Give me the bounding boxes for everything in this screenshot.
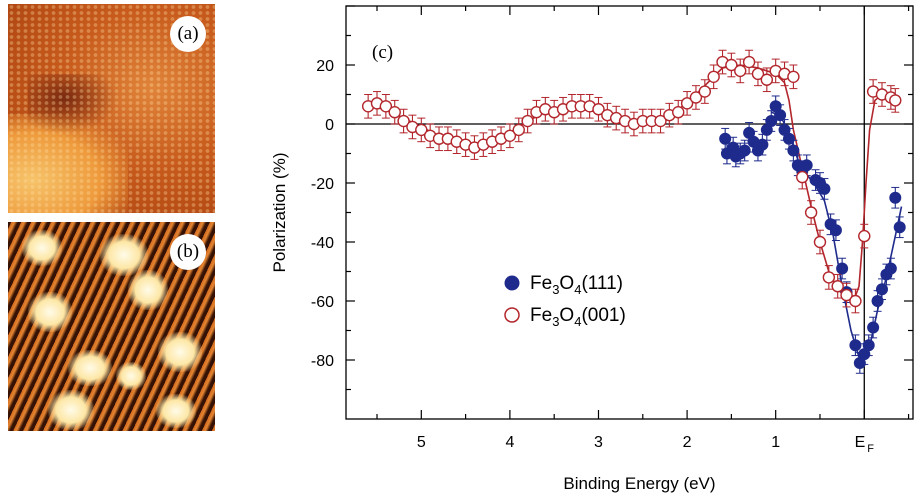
panel-label-b: (b): [170, 234, 206, 270]
y-tick-label: -80: [311, 353, 334, 370]
legend-label: Fe3O4(001): [530, 305, 626, 329]
y-tick-label: -40: [311, 235, 334, 252]
x-tick-label: 1: [771, 434, 780, 451]
data-point-open: [760, 73, 774, 86]
data-point-open: [521, 114, 534, 128]
legend-marker-filled: [504, 275, 520, 291]
x-tick-label: 3: [594, 434, 603, 451]
data-point-open: [592, 103, 605, 116]
adsorbate-blob: [28, 292, 72, 332]
y-tick-label: -20: [311, 176, 334, 193]
data-point-filled: [836, 262, 849, 275]
adsorbate-blob: [68, 350, 112, 386]
data-point-open: [831, 280, 844, 293]
y-tick-label: 20: [316, 58, 334, 75]
data-point-filled: [800, 159, 813, 172]
data-point-open: [822, 271, 836, 284]
data-point-open: [734, 64, 747, 78]
stm-image-b: (b): [8, 222, 215, 431]
data-point-open: [707, 70, 720, 84]
data-point-filled: [862, 339, 875, 352]
panel-label-c: (c): [372, 42, 393, 63]
data-point-filled: [738, 144, 751, 157]
data-point-open: [672, 105, 685, 119]
data-point-filled: [774, 109, 787, 122]
data-point-filled: [875, 283, 888, 296]
data-point-filled: [765, 115, 778, 128]
data-point-open: [813, 235, 827, 249]
data-point-open: [388, 105, 401, 119]
data-point-open: [796, 170, 809, 184]
data-point-open: [397, 114, 410, 128]
x-axis-title: Binding Energy (eV): [563, 474, 715, 493]
data-point-filled: [756, 138, 769, 151]
adsorbate-blob: [156, 394, 196, 428]
data-point-open: [379, 100, 393, 113]
data-point-filled: [719, 132, 732, 145]
x-tick-label: 2: [683, 434, 692, 451]
data-point-filled: [787, 144, 800, 157]
data-point-open: [503, 129, 517, 143]
data-point-filled: [871, 295, 884, 307]
data-point-open: [689, 91, 703, 104]
legend-marker-open: [504, 307, 520, 323]
data-point-open: [751, 67, 765, 81]
data-point-open: [680, 97, 694, 110]
panel-label-a: (a): [170, 16, 206, 52]
data-point-open: [840, 288, 853, 302]
adsorbate-blob: [22, 230, 62, 266]
data-point-open: [725, 58, 738, 72]
y-tick-label: 0: [325, 117, 334, 134]
stm-image-a: (a): [8, 4, 215, 213]
y-axis-title: Polarization (%): [270, 153, 289, 273]
adsorbate-blob: [100, 234, 148, 276]
data-point-open: [787, 70, 800, 84]
data-point-open: [415, 123, 428, 137]
adsorbate-blob: [128, 270, 168, 310]
adsorbate-blob: [116, 362, 146, 390]
data-point-open: [849, 294, 862, 308]
adsorbate-blob: [48, 390, 94, 430]
data-point-open: [889, 94, 902, 107]
data-point-open: [742, 55, 756, 69]
data-point-filled: [782, 132, 795, 145]
data-point-filled: [867, 321, 880, 334]
data-point-open: [804, 206, 818, 219]
legend-label: Fe3O4(111): [530, 273, 623, 297]
data-point-filled: [884, 262, 897, 275]
data-point-filled: [829, 224, 842, 237]
data-point-filled: [893, 221, 906, 234]
data-point-filled: [849, 339, 862, 352]
data-point-filled: [889, 191, 902, 204]
data-point-open: [858, 229, 871, 243]
adsorbate-blob: [158, 332, 202, 372]
data-point-open: [698, 85, 712, 98]
terrace-dark-region: [28, 74, 118, 134]
data-point-open: [512, 123, 525, 137]
x-tick-label: 4: [505, 434, 514, 451]
x-tick-label: 5: [417, 434, 426, 451]
data-point-open: [654, 114, 667, 128]
data-point-filled: [818, 182, 831, 195]
y-tick-label: -60: [311, 294, 334, 311]
